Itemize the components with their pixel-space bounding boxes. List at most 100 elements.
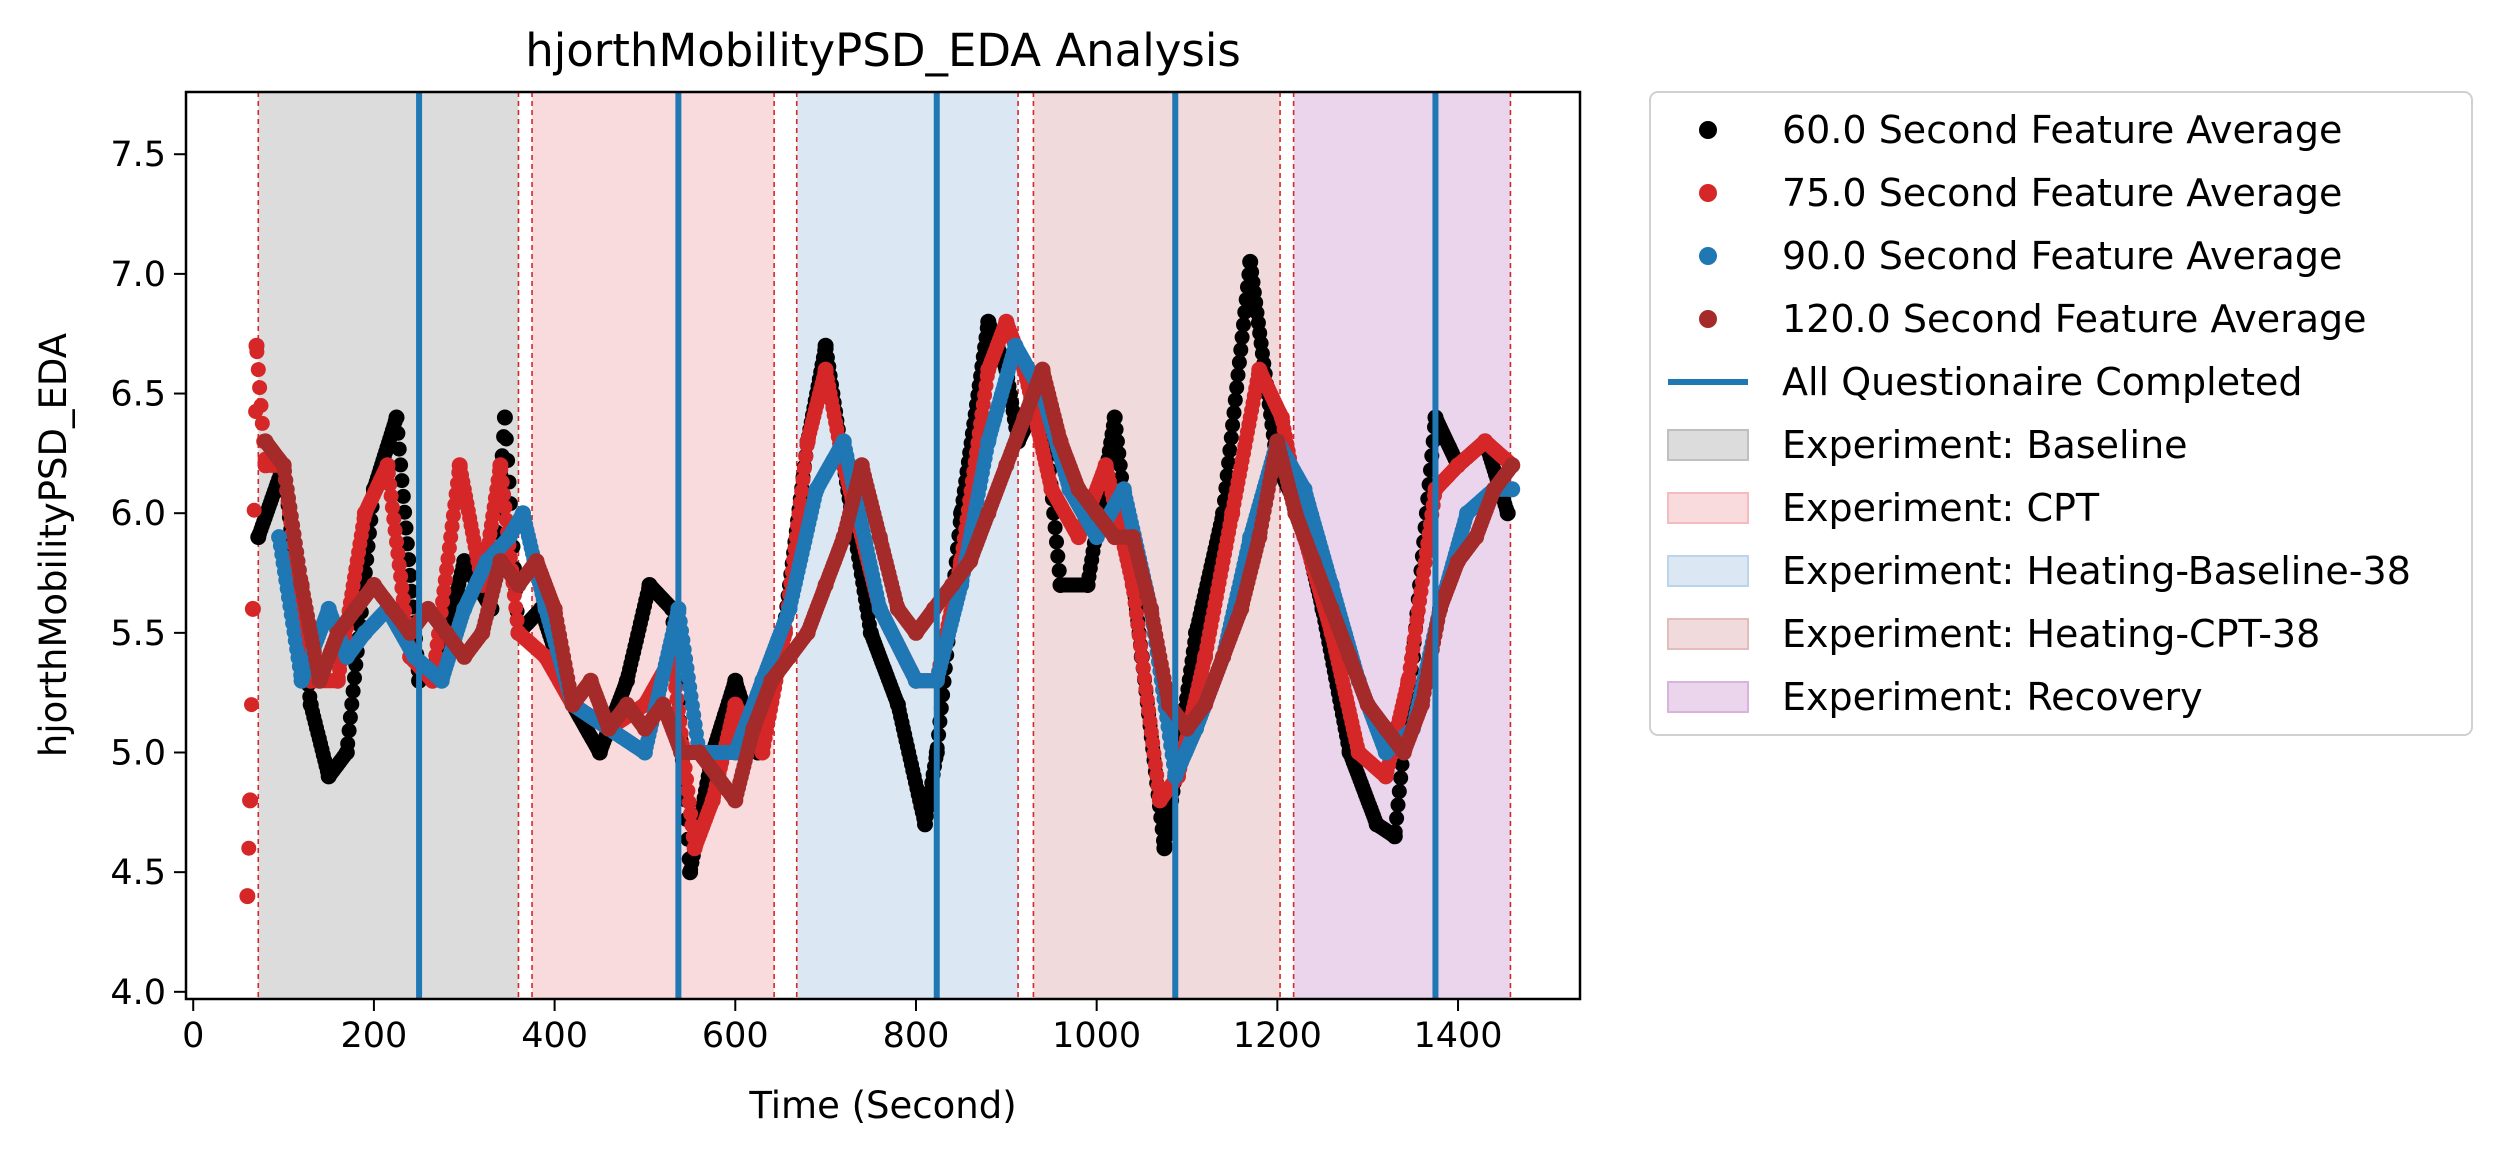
sample-1-38: [1097, 457, 1114, 474]
point-1-10: [253, 398, 269, 413]
sample-0-36: [1052, 577, 1069, 593]
sample-3-44: [1052, 433, 1069, 450]
sample-3-13: [492, 553, 509, 570]
legend-label: Experiment: Heating-CPT-38: [1782, 612, 2320, 656]
sample-3-46: [1088, 505, 1105, 522]
sample-3-15: [528, 553, 545, 570]
sample-2-32: [1115, 481, 1132, 498]
legend-label: 90.0 Second Feature Average: [1782, 234, 2342, 278]
sample-3-36: [908, 624, 924, 641]
sample-3-31: [817, 577, 834, 593]
sample-1-24: [754, 744, 771, 761]
sample-3-30: [799, 624, 816, 641]
sample-1-0: [239, 888, 256, 905]
legend-label: Experiment: CPT: [1782, 486, 2100, 530]
point-1-325: [680, 783, 696, 799]
legend-item-questionnaire: All Questionaire Completed: [1668, 360, 2303, 404]
sample-3-12: [474, 624, 491, 641]
legend-item-experiment-recovery: Experiment: Recovery: [1667, 675, 2203, 719]
point-1-326: [681, 794, 697, 810]
sample-2-7: [433, 672, 450, 689]
point-1-113: [393, 568, 409, 584]
sample-2-3: [338, 648, 355, 665]
sample-1-42: [1197, 648, 1214, 665]
point-0-107: [395, 488, 411, 504]
sample-3-56: [1269, 433, 1286, 450]
sample-3-26: [727, 792, 744, 809]
sample-0-11: [496, 409, 513, 426]
x-tick-label-0: 0: [182, 1016, 204, 1056]
sample-3-3: [311, 672, 328, 689]
sample-0-19: [682, 864, 699, 881]
point-0-844: [1394, 757, 1410, 772]
point-0-724: [1231, 354, 1247, 370]
sample-3-9: [420, 600, 437, 617]
point-1-199: [509, 612, 525, 628]
sample-1-45: [1273, 409, 1290, 426]
sample-3-25: [709, 768, 726, 785]
point-0-71: [347, 670, 362, 686]
sample-1-4: [257, 457, 274, 474]
sample-2-11: [515, 505, 531, 522]
sample-0-37: [1079, 577, 1096, 593]
sample-3-41: [998, 457, 1015, 474]
point-0-725: [1233, 342, 1249, 358]
y-axis-label: hjorthMobilityPSD_EDA: [32, 333, 75, 757]
sample-1-2: [244, 600, 261, 617]
region-experiment-heating-baseline-38: [796, 92, 1019, 999]
sample-0-27: [862, 624, 879, 641]
sample-0-25: [817, 337, 834, 354]
sample-1-53: [1477, 433, 1494, 450]
legend-label: Experiment: Heating-Baseline-38: [1782, 549, 2411, 593]
legend-label: Experiment: Baseline: [1782, 423, 2188, 467]
point-0-637: [1114, 469, 1129, 485]
sample-3-2: [293, 577, 310, 593]
point-1-108: [386, 511, 402, 527]
x-tick-label-4: 800: [883, 1016, 950, 1056]
point-0-841: [1390, 797, 1406, 813]
x-tick-label-1: 200: [341, 1016, 408, 1056]
sample-2-20: [781, 600, 798, 617]
sample-3-66: [1450, 553, 1466, 570]
legend-item-experiment-heating-baseline-38: Experiment: Heating-Baseline-38: [1667, 549, 2411, 593]
point-0-719: [1225, 417, 1241, 433]
sample-2-9: [478, 553, 495, 570]
sample-3-48: [1124, 529, 1141, 546]
sample-3-33: [853, 457, 870, 474]
sample-1-44: [1251, 361, 1268, 378]
y-tick-label-1: 4.5: [110, 853, 166, 893]
sample-3-24: [691, 744, 708, 761]
sample-2-45: [1459, 505, 1476, 522]
point-0-715: [1219, 468, 1235, 483]
sample-3-35: [889, 600, 906, 617]
point-0-721: [1227, 392, 1243, 408]
x-tick-label-7: 1400: [1413, 1016, 1502, 1056]
legend-item-75-0-second-feature-average: 75.0 Second Feature Average: [1699, 171, 2342, 215]
point-0-843: [1393, 770, 1409, 786]
sample-0-28: [889, 696, 906, 713]
point-1-190: [497, 499, 513, 515]
sample-0-9: [456, 553, 473, 570]
point-0-842: [1391, 783, 1407, 799]
data-series: [239, 253, 1521, 905]
point-0-635: [1111, 445, 1127, 461]
sample-1-50: [1400, 672, 1417, 689]
sample-3-38: [944, 577, 961, 593]
point-1-9: [252, 380, 268, 396]
point-1-111: [390, 545, 406, 561]
sample-3-21: [636, 720, 653, 737]
legend-marker: [1699, 184, 1717, 202]
sample-3-5: [347, 600, 364, 617]
sample-0-15: [591, 744, 608, 761]
sample-2-8: [456, 600, 473, 617]
legend-swatch: [1667, 618, 1749, 650]
legend-item-60-0-second-feature-average: 60.0 Second Feature Average: [1699, 108, 2342, 152]
point-0-722: [1229, 380, 1245, 396]
point-0-590: [1050, 548, 1066, 564]
point-0-633: [1108, 421, 1124, 437]
point-1-412: [798, 449, 814, 465]
sample-1-26: [799, 433, 816, 450]
sample-3-49: [1142, 600, 1159, 617]
y-tick-label-2: 5.0: [110, 734, 166, 774]
